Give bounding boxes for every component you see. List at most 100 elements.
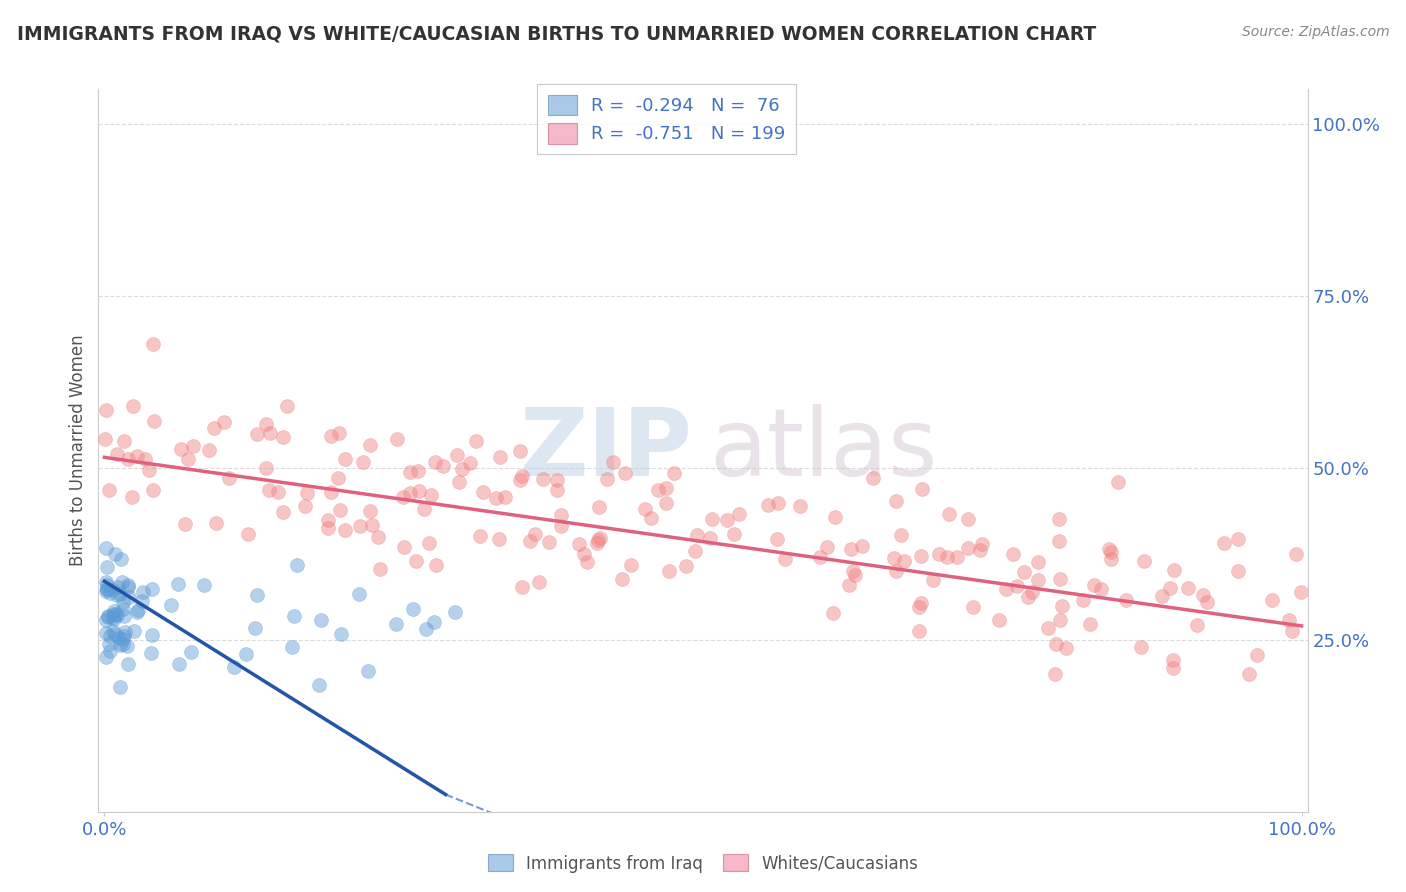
Point (167, 577, 190, 591)
Point (1289, 585, 1312, 599)
Point (94, 541, 117, 556)
Point (235, 647, 257, 661)
Point (494, 490, 516, 504)
Point (94, 613, 117, 627)
Point (602, 455, 624, 469)
Point (142, 483, 165, 497)
Point (893, 554, 915, 568)
Point (105, 607, 128, 621)
Point (117, 577, 139, 591)
Point (489, 450, 512, 464)
Point (987, 613, 1010, 627)
Point (370, 562, 392, 576)
Point (1078, 616, 1101, 631)
Point (1161, 653, 1184, 667)
Point (509, 444, 531, 458)
Point (839, 542, 862, 557)
Point (183, 439, 205, 453)
Y-axis label: Births to Unmarried Women: Births to Unmarried Women (69, 334, 87, 566)
Point (103, 609, 125, 624)
Point (111, 637, 134, 651)
Point (141, 628, 163, 642)
Point (257, 483, 280, 497)
Point (1150, 589, 1173, 603)
Point (851, 540, 873, 554)
Point (723, 526, 745, 541)
Point (359, 438, 381, 452)
Point (1226, 564, 1249, 578)
Point (446, 448, 468, 462)
Point (1083, 577, 1105, 591)
Point (789, 500, 811, 514)
Point (104, 627, 127, 641)
Point (117, 657, 139, 671)
Point (1090, 582, 1112, 596)
Point (97, 608, 120, 623)
Point (908, 599, 931, 614)
Point (523, 527, 546, 541)
Point (686, 528, 709, 542)
Point (1130, 640, 1153, 654)
Legend: R =  -0.294   N =  76, R =  -0.751   N = 199: R = -0.294 N = 76, R = -0.751 N = 199 (537, 84, 796, 154)
Point (98, 586, 121, 600)
Point (531, 472, 554, 486)
Point (111, 574, 134, 589)
Point (267, 485, 290, 500)
Point (458, 456, 481, 470)
Point (335, 523, 357, 537)
Point (576, 555, 599, 569)
Point (527, 575, 550, 590)
Point (392, 541, 415, 555)
Text: ZIP: ZIP (520, 404, 693, 497)
Point (1049, 613, 1071, 627)
Point (841, 564, 863, 578)
Point (121, 490, 143, 504)
Point (125, 449, 148, 463)
Point (328, 425, 350, 440)
Point (103, 604, 125, 618)
Point (159, 598, 181, 612)
Point (254, 461, 277, 475)
Point (108, 638, 131, 652)
Point (112, 632, 135, 646)
Point (1012, 565, 1035, 579)
Point (408, 484, 430, 499)
Point (402, 601, 425, 615)
Point (766, 496, 789, 510)
Point (176, 452, 198, 467)
Point (115, 640, 138, 654)
Point (1163, 563, 1185, 577)
Point (139, 646, 162, 660)
Point (640, 511, 662, 525)
Point (1001, 547, 1024, 561)
Point (1099, 545, 1122, 559)
Point (510, 469, 533, 483)
Point (329, 503, 352, 517)
Point (117, 580, 139, 594)
Point (98, 629, 121, 643)
Point (1054, 640, 1077, 655)
Point (423, 615, 446, 629)
Point (118, 591, 141, 605)
Point (1191, 588, 1213, 602)
Point (886, 494, 908, 508)
Point (111, 601, 134, 615)
Point (94, 575, 117, 590)
Point (398, 486, 420, 500)
Point (399, 465, 422, 479)
Point (838, 578, 860, 592)
Point (823, 607, 845, 621)
Point (595, 472, 617, 486)
Point (488, 532, 510, 546)
Point (180, 645, 202, 659)
Point (546, 473, 568, 487)
Point (246, 588, 269, 602)
Point (969, 543, 991, 558)
Point (465, 434, 488, 449)
Point (610, 572, 633, 586)
Point (112, 434, 135, 448)
Point (1213, 536, 1236, 550)
Point (1005, 579, 1028, 593)
Text: atlas: atlas (710, 404, 938, 497)
Point (586, 536, 609, 550)
